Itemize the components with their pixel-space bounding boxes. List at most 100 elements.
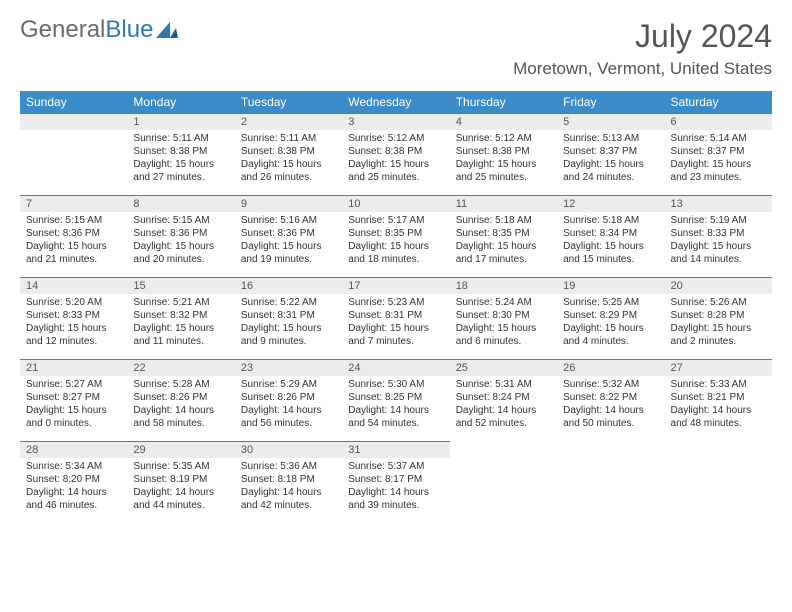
day-number: 25 [450, 359, 557, 376]
sunrise-text: Sunrise: 5:26 AM [671, 296, 766, 309]
day-number-empty [20, 113, 127, 130]
sunrise-text: Sunrise: 5:31 AM [456, 378, 551, 391]
day-body: Sunrise: 5:34 AMSunset: 8:20 PMDaylight:… [20, 458, 127, 516]
sunset-text: Sunset: 8:35 PM [456, 227, 551, 240]
sunrise-text: Sunrise: 5:22 AM [241, 296, 336, 309]
calendar-day-cell: 4Sunrise: 5:12 AMSunset: 8:38 PMDaylight… [450, 113, 557, 195]
day-body: Sunrise: 5:18 AMSunset: 8:34 PMDaylight:… [557, 212, 664, 270]
calendar-week-row: 28Sunrise: 5:34 AMSunset: 8:20 PMDayligh… [20, 441, 772, 523]
day-number: 12 [557, 195, 664, 212]
daylight-text-1: Daylight: 15 hours [671, 322, 766, 335]
calendar-day-cell: 29Sunrise: 5:35 AMSunset: 8:19 PMDayligh… [127, 441, 234, 523]
day-body: Sunrise: 5:15 AMSunset: 8:36 PMDaylight:… [20, 212, 127, 270]
daylight-text-2: and 12 minutes. [26, 335, 121, 348]
month-title: July 2024 [513, 18, 772, 55]
location-label: Moretown, Vermont, United States [513, 59, 772, 79]
day-body: Sunrise: 5:16 AMSunset: 8:36 PMDaylight:… [235, 212, 342, 270]
calendar-day-cell: 31Sunrise: 5:37 AMSunset: 8:17 PMDayligh… [342, 441, 449, 523]
daylight-text-2: and 56 minutes. [241, 417, 336, 430]
logo: GeneralBlue [20, 18, 178, 42]
day-body: Sunrise: 5:20 AMSunset: 8:33 PMDaylight:… [20, 294, 127, 352]
daylight-text-1: Daylight: 14 hours [348, 486, 443, 499]
day-number: 4 [450, 113, 557, 130]
sunset-text: Sunset: 8:37 PM [671, 145, 766, 158]
calendar-day-cell: 10Sunrise: 5:17 AMSunset: 8:35 PMDayligh… [342, 195, 449, 277]
day-number: 10 [342, 195, 449, 212]
daylight-text-2: and 21 minutes. [26, 253, 121, 266]
daylight-text-1: Daylight: 15 hours [26, 240, 121, 253]
day-body: Sunrise: 5:33 AMSunset: 8:21 PMDaylight:… [665, 376, 772, 434]
day-number: 19 [557, 277, 664, 294]
daylight-text-2: and 11 minutes. [133, 335, 228, 348]
sunset-text: Sunset: 8:33 PM [671, 227, 766, 240]
sunset-text: Sunset: 8:32 PM [133, 309, 228, 322]
sunset-text: Sunset: 8:33 PM [26, 309, 121, 322]
day-body: Sunrise: 5:26 AMSunset: 8:28 PMDaylight:… [665, 294, 772, 352]
daylight-text-1: Daylight: 14 hours [563, 404, 658, 417]
day-body: Sunrise: 5:11 AMSunset: 8:38 PMDaylight:… [235, 130, 342, 188]
daylight-text-2: and 54 minutes. [348, 417, 443, 430]
calendar-day-cell: 1Sunrise: 5:11 AMSunset: 8:38 PMDaylight… [127, 113, 234, 195]
weekday-header: Friday [557, 91, 664, 113]
calendar-table: Sunday Monday Tuesday Wednesday Thursday… [20, 91, 772, 523]
sunrise-text: Sunrise: 5:15 AM [26, 214, 121, 227]
calendar-week-row: 7Sunrise: 5:15 AMSunset: 8:36 PMDaylight… [20, 195, 772, 277]
daylight-text-1: Daylight: 15 hours [26, 404, 121, 417]
calendar-day-cell: 21Sunrise: 5:27 AMSunset: 8:27 PMDayligh… [20, 359, 127, 441]
page-header: GeneralBlue July 2024 Moretown, Vermont,… [20, 18, 772, 79]
calendar-day-cell: 18Sunrise: 5:24 AMSunset: 8:30 PMDayligh… [450, 277, 557, 359]
daylight-text-2: and 17 minutes. [456, 253, 551, 266]
day-body: Sunrise: 5:22 AMSunset: 8:31 PMDaylight:… [235, 294, 342, 352]
weekday-header: Sunday [20, 91, 127, 113]
sunrise-text: Sunrise: 5:33 AM [671, 378, 766, 391]
sunrise-text: Sunrise: 5:24 AM [456, 296, 551, 309]
calendar-day-cell: 5Sunrise: 5:13 AMSunset: 8:37 PMDaylight… [557, 113, 664, 195]
daylight-text-1: Daylight: 15 hours [563, 240, 658, 253]
sunrise-text: Sunrise: 5:28 AM [133, 378, 228, 391]
day-body: Sunrise: 5:11 AMSunset: 8:38 PMDaylight:… [127, 130, 234, 188]
sunset-text: Sunset: 8:36 PM [26, 227, 121, 240]
calendar-day-cell: 23Sunrise: 5:29 AMSunset: 8:26 PMDayligh… [235, 359, 342, 441]
sunrise-text: Sunrise: 5:35 AM [133, 460, 228, 473]
day-number: 30 [235, 441, 342, 458]
daylight-text-2: and 7 minutes. [348, 335, 443, 348]
day-body: Sunrise: 5:24 AMSunset: 8:30 PMDaylight:… [450, 294, 557, 352]
calendar-day-cell: 11Sunrise: 5:18 AMSunset: 8:35 PMDayligh… [450, 195, 557, 277]
daylight-text-2: and 18 minutes. [348, 253, 443, 266]
weekday-header: Monday [127, 91, 234, 113]
sunset-text: Sunset: 8:30 PM [456, 309, 551, 322]
day-number: 8 [127, 195, 234, 212]
weekday-header: Thursday [450, 91, 557, 113]
daylight-text-1: Daylight: 15 hours [133, 322, 228, 335]
sunset-text: Sunset: 8:27 PM [26, 391, 121, 404]
sunrise-text: Sunrise: 5:20 AM [26, 296, 121, 309]
daylight-text-2: and 20 minutes. [133, 253, 228, 266]
sunrise-text: Sunrise: 5:34 AM [26, 460, 121, 473]
daylight-text-1: Daylight: 15 hours [456, 158, 551, 171]
daylight-text-1: Daylight: 14 hours [348, 404, 443, 417]
sunset-text: Sunset: 8:31 PM [241, 309, 336, 322]
calendar-day-cell: 12Sunrise: 5:18 AMSunset: 8:34 PMDayligh… [557, 195, 664, 277]
daylight-text-2: and 6 minutes. [456, 335, 551, 348]
day-number: 6 [665, 113, 772, 130]
weekday-header: Tuesday [235, 91, 342, 113]
daylight-text-1: Daylight: 14 hours [133, 404, 228, 417]
day-body: Sunrise: 5:29 AMSunset: 8:26 PMDaylight:… [235, 376, 342, 434]
daylight-text-1: Daylight: 15 hours [563, 158, 658, 171]
calendar-day-cell: 30Sunrise: 5:36 AMSunset: 8:18 PMDayligh… [235, 441, 342, 523]
daylight-text-1: Daylight: 15 hours [241, 158, 336, 171]
daylight-text-2: and 23 minutes. [671, 171, 766, 184]
day-body: Sunrise: 5:37 AMSunset: 8:17 PMDaylight:… [342, 458, 449, 516]
daylight-text-1: Daylight: 15 hours [456, 240, 551, 253]
sunset-text: Sunset: 8:26 PM [241, 391, 336, 404]
calendar-day-cell: 25Sunrise: 5:31 AMSunset: 8:24 PMDayligh… [450, 359, 557, 441]
day-number: 18 [450, 277, 557, 294]
day-number: 27 [665, 359, 772, 376]
calendar-day-cell: 8Sunrise: 5:15 AMSunset: 8:36 PMDaylight… [127, 195, 234, 277]
weekday-header: Wednesday [342, 91, 449, 113]
day-number: 28 [20, 441, 127, 458]
daylight-text-2: and 9 minutes. [241, 335, 336, 348]
sunset-text: Sunset: 8:37 PM [563, 145, 658, 158]
daylight-text-2: and 58 minutes. [133, 417, 228, 430]
sunset-text: Sunset: 8:28 PM [671, 309, 766, 322]
